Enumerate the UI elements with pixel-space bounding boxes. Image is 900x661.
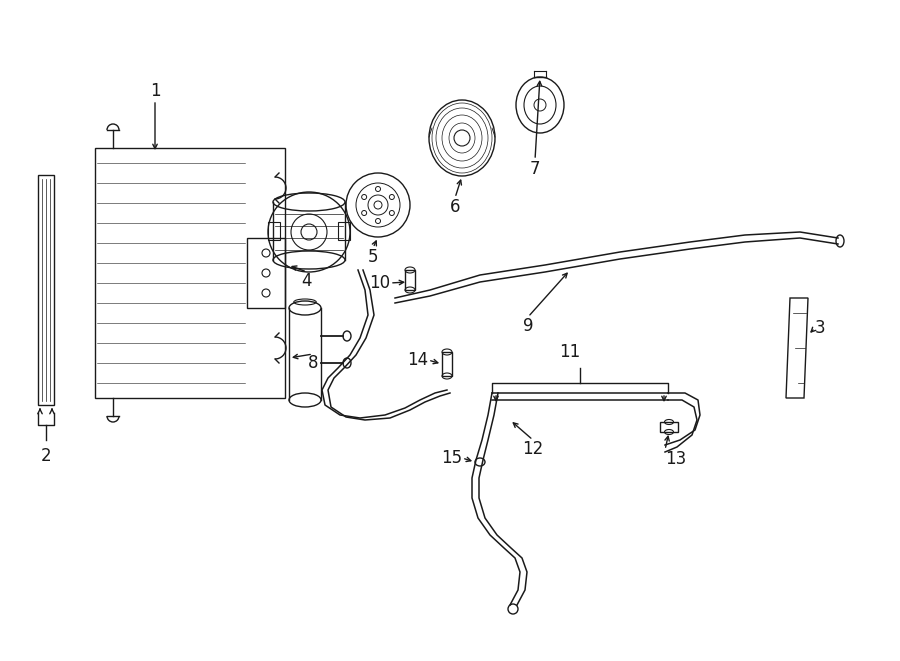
- Text: 13: 13: [665, 450, 686, 468]
- Text: 1: 1: [149, 82, 160, 100]
- Text: 4: 4: [302, 272, 312, 290]
- Bar: [442, 352, 452, 376]
- Bar: [95, 148, 285, 398]
- Text: 6: 6: [450, 198, 460, 216]
- Bar: [660, 422, 678, 432]
- Bar: [405, 270, 415, 290]
- Text: 11: 11: [560, 343, 580, 361]
- Text: 8: 8: [308, 354, 319, 372]
- Text: 12: 12: [522, 440, 544, 458]
- Bar: [38, 175, 54, 405]
- Text: 2: 2: [40, 447, 51, 465]
- Text: 9: 9: [523, 317, 533, 335]
- Text: 3: 3: [815, 319, 825, 337]
- Text: 14: 14: [407, 351, 428, 369]
- Text: 15: 15: [441, 449, 462, 467]
- Bar: [338, 222, 350, 240]
- Text: 5: 5: [368, 248, 378, 266]
- Bar: [247, 238, 285, 308]
- Text: 7: 7: [530, 160, 540, 178]
- Bar: [268, 222, 280, 240]
- Text: 10: 10: [369, 274, 390, 292]
